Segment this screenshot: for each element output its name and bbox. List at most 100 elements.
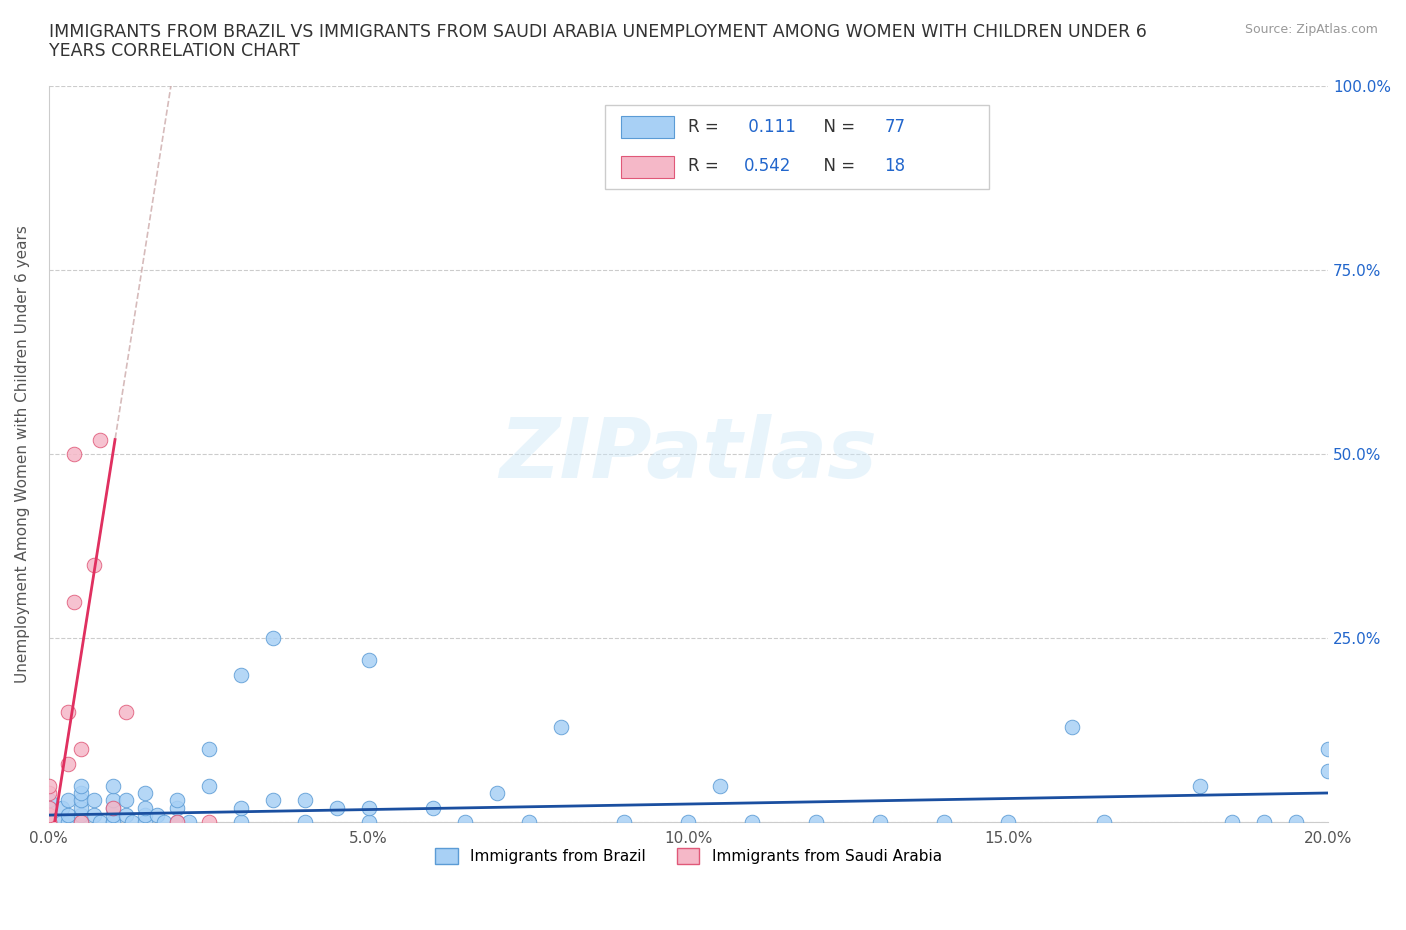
Point <box>38 815 60 830</box>
Point <box>69 815 91 830</box>
Point <box>89 815 111 830</box>
Point <box>89 432 111 447</box>
Point <box>101 800 124 815</box>
Point <box>101 778 124 793</box>
FancyBboxPatch shape <box>620 116 675 139</box>
Point <box>83 557 105 572</box>
Point <box>38 807 60 822</box>
Point <box>38 800 60 815</box>
Point <box>197 815 219 830</box>
Point <box>294 793 316 808</box>
Y-axis label: Unemployment Among Women with Children Under 6 years: Unemployment Among Women with Children U… <box>15 225 30 684</box>
Point <box>56 756 79 771</box>
Point <box>114 705 136 720</box>
Point <box>197 741 219 756</box>
Point <box>83 793 105 808</box>
Point <box>709 778 731 793</box>
Text: 77: 77 <box>884 117 905 136</box>
Point <box>101 807 124 822</box>
Point <box>517 815 540 830</box>
Point <box>678 815 700 830</box>
Point <box>166 815 188 830</box>
Point <box>63 594 86 609</box>
Point <box>166 815 188 830</box>
Point <box>134 786 156 801</box>
Point <box>69 800 91 815</box>
Text: ZIPatlas: ZIPatlas <box>499 414 877 495</box>
Point <box>121 815 143 830</box>
Text: IMMIGRANTS FROM BRAZIL VS IMMIGRANTS FROM SAUDI ARABIA UNEMPLOYMENT AMONG WOMEN : IMMIGRANTS FROM BRAZIL VS IMMIGRANTS FRO… <box>49 23 1147 41</box>
Point <box>166 800 188 815</box>
Point <box>294 815 316 830</box>
Point <box>69 786 91 801</box>
Point <box>1092 815 1115 830</box>
Point <box>38 800 60 815</box>
Point <box>357 800 380 815</box>
Point <box>869 815 891 830</box>
Point <box>179 815 201 830</box>
FancyBboxPatch shape <box>620 156 675 179</box>
Point <box>134 800 156 815</box>
Point <box>229 815 252 830</box>
Point <box>1253 815 1275 830</box>
Point <box>197 778 219 793</box>
Point <box>38 815 60 830</box>
Point <box>357 653 380 668</box>
Point <box>38 807 60 822</box>
Point <box>69 793 91 808</box>
Point <box>1285 815 1308 830</box>
Point <box>83 807 105 822</box>
Point <box>453 815 475 830</box>
Point <box>997 815 1019 830</box>
Point <box>262 793 284 808</box>
Point <box>114 793 136 808</box>
Text: R =: R = <box>689 157 724 176</box>
Point <box>153 815 176 830</box>
Point <box>1062 719 1084 734</box>
Point <box>741 815 763 830</box>
Point <box>101 793 124 808</box>
Point <box>56 815 79 830</box>
Point <box>550 719 572 734</box>
Point <box>134 815 156 830</box>
Point <box>146 807 169 822</box>
Point <box>114 807 136 822</box>
Point <box>101 815 124 830</box>
Point <box>422 800 444 815</box>
Point <box>229 668 252 683</box>
Text: 18: 18 <box>884 157 905 176</box>
FancyBboxPatch shape <box>606 104 988 189</box>
Point <box>38 786 60 801</box>
Point <box>613 815 636 830</box>
Point <box>56 705 79 720</box>
Text: 0.111: 0.111 <box>744 117 796 136</box>
Point <box>69 778 91 793</box>
Point <box>63 446 86 461</box>
Point <box>229 800 252 815</box>
Text: N =: N = <box>813 117 860 136</box>
Legend: Immigrants from Brazil, Immigrants from Saudi Arabia: Immigrants from Brazil, Immigrants from … <box>429 842 948 870</box>
Point <box>1189 778 1212 793</box>
Point <box>101 800 124 815</box>
Point <box>38 793 60 808</box>
Text: N =: N = <box>813 157 860 176</box>
Point <box>38 815 60 830</box>
Point <box>262 631 284 645</box>
Text: Source: ZipAtlas.com: Source: ZipAtlas.com <box>1244 23 1378 36</box>
Point <box>166 793 188 808</box>
Point <box>69 741 91 756</box>
Point <box>325 800 347 815</box>
Point <box>485 786 508 801</box>
Text: 0.542: 0.542 <box>744 157 790 176</box>
Point <box>357 815 380 830</box>
Point <box>38 815 60 830</box>
Point <box>38 815 60 830</box>
Point <box>101 815 124 830</box>
Point <box>934 815 956 830</box>
Point <box>51 800 73 815</box>
Point <box>1317 741 1340 756</box>
Text: R =: R = <box>689 117 724 136</box>
Point <box>38 815 60 830</box>
Point <box>1220 815 1243 830</box>
Point <box>134 807 156 822</box>
